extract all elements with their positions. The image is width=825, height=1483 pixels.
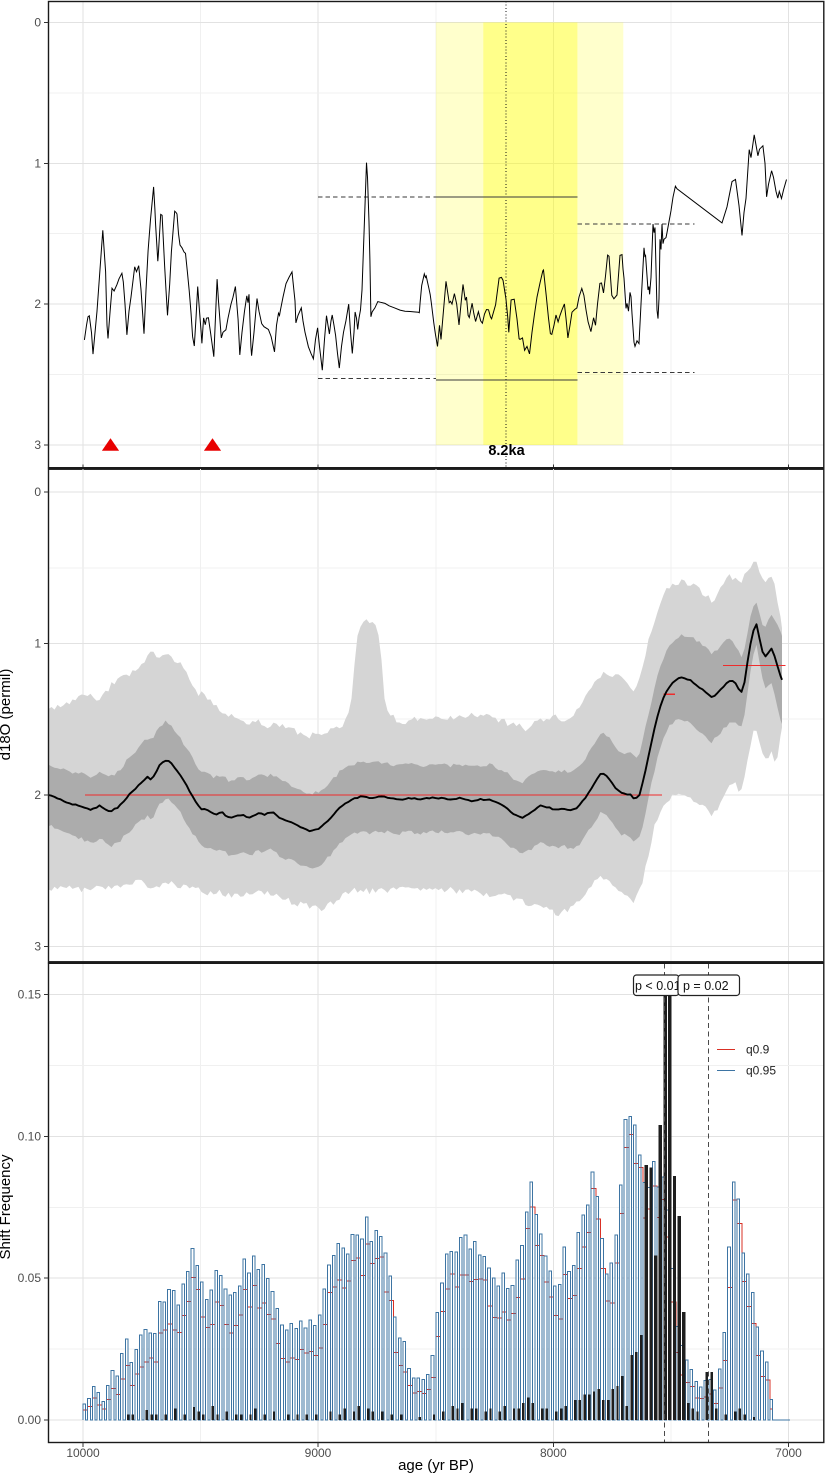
svg-text:1: 1: [34, 156, 41, 170]
svg-text:8.2ka: 8.2ka: [488, 443, 525, 459]
svg-text:0.05: 0.05: [18, 1271, 42, 1285]
svg-text:0.15: 0.15: [18, 988, 42, 1002]
svg-text:9000: 9000: [305, 1446, 332, 1460]
svg-text:0.00: 0.00: [18, 1413, 42, 1427]
svg-text:age (yr BP): age (yr BP): [398, 1457, 474, 1474]
svg-text:0: 0: [34, 15, 41, 29]
svg-text:10000: 10000: [66, 1446, 100, 1460]
svg-text:q0.9: q0.9: [746, 1043, 770, 1057]
svg-text:Shift Frequency: Shift Frequency: [0, 1154, 14, 1260]
svg-text:3: 3: [34, 940, 41, 954]
svg-text:d18O (permil): d18O (permil): [0, 669, 14, 761]
svg-text:0: 0: [34, 485, 41, 499]
svg-text:2: 2: [34, 788, 41, 802]
svg-text:0.10: 0.10: [18, 1129, 42, 1143]
svg-text:7000: 7000: [775, 1446, 802, 1460]
svg-text:3: 3: [34, 438, 41, 452]
svg-text:p = 0.02: p = 0.02: [683, 979, 729, 993]
svg-text:1: 1: [34, 637, 41, 651]
svg-text:p < 0.01: p < 0.01: [635, 979, 681, 993]
svg-text:q0.95: q0.95: [746, 1064, 776, 1078]
svg-text:8000: 8000: [540, 1446, 567, 1460]
svg-text:2: 2: [34, 297, 41, 311]
